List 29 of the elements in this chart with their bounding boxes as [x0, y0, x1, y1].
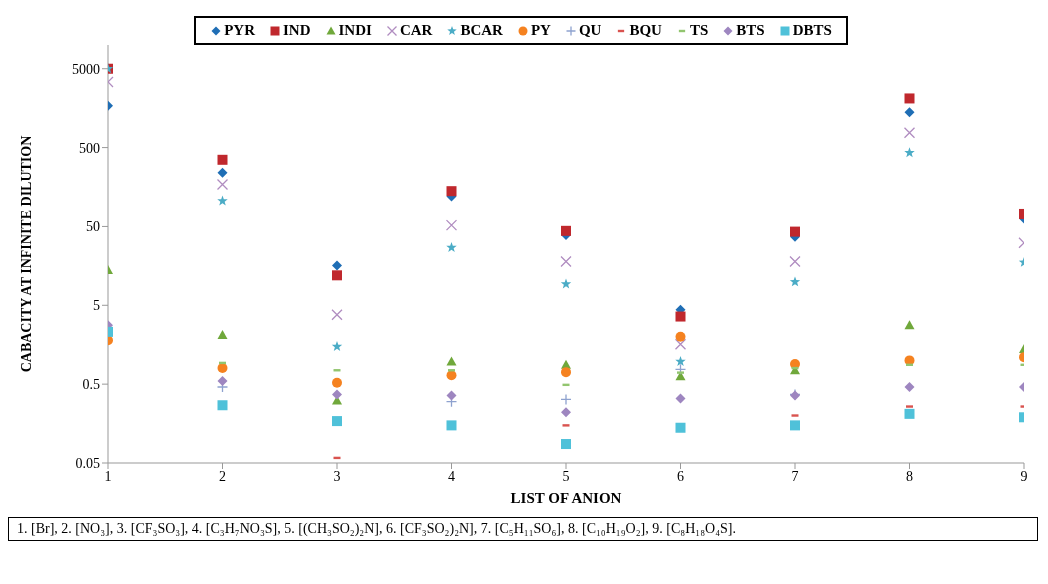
x-tick-label: 1	[104, 468, 112, 484]
legend-label: BCAR	[460, 22, 503, 39]
y-axis-title: CABACITY AT INFINITE DILUTION	[18, 135, 34, 373]
legend-label: PYR	[224, 22, 256, 39]
legend-label: TS	[689, 22, 709, 39]
legend-label: BQU	[629, 22, 662, 39]
x-tick-label: 9	[1020, 468, 1028, 484]
x-tick-label: 4	[448, 468, 455, 484]
text: 1. [Br], 2. [NO₃], 3. [CF₃SO₃], 4. [C₃H₇NO₃S], 5. [(CH₃SO₂)₂N], 6. [CF₃SO₂)₂N], 7. [C₅H₁₁SO₆], 8. [C₁₀H₁₉O₂], 9. [C₈H₁₈O₄S].	[8, 517, 1038, 541]
x-tick-label: 5	[562, 468, 570, 484]
legend-label: BTS	[736, 22, 765, 39]
legend-label: QU	[578, 22, 602, 39]
legend-label: DBTS	[792, 22, 832, 39]
y-tick-label: 5	[93, 298, 100, 314]
y-tick-label: 0.05	[75, 455, 100, 471]
legend-label: CAR	[399, 22, 433, 39]
y-tick-label: 0.5	[82, 377, 100, 393]
x-tick-label: 7	[791, 468, 799, 484]
x-tick-label: 8	[906, 468, 913, 484]
legend-label: PY	[530, 22, 551, 39]
y-tick-label: 50	[86, 219, 100, 235]
x-tick-label: 6	[677, 468, 684, 484]
legend-label: IND	[283, 22, 311, 39]
y-tick-label: 500	[79, 140, 100, 156]
x-tick-label: 3	[333, 468, 341, 484]
x-axis-title: LIST OF ANION	[510, 490, 622, 506]
y-tick-label: 5000	[72, 61, 100, 77]
x-tick-label: 2	[219, 468, 226, 484]
legend-label: INDI	[338, 22, 372, 39]
